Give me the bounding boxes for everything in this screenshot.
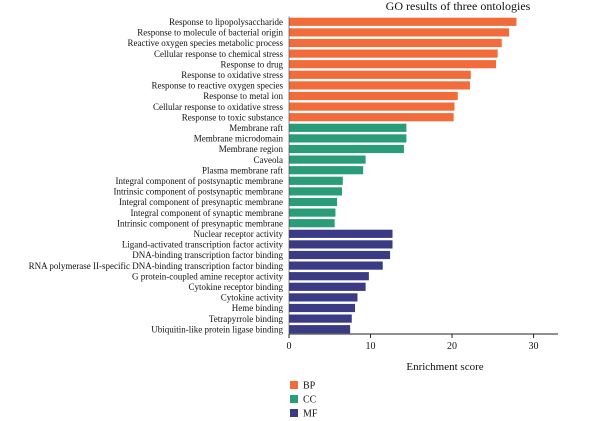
category-label: Integral component of synaptic membrane: [131, 208, 283, 218]
legend-swatch-bp: [290, 381, 298, 389]
bar-bp: [289, 38, 502, 48]
bar-cc: [289, 155, 366, 164]
category-label: Cytokine activity: [221, 293, 284, 303]
bar-bp: [289, 81, 470, 90]
legend-swatch-mf: [290, 409, 298, 417]
bar-bp: [289, 102, 455, 111]
category-label: Intrinsic component of presynaptic membr…: [117, 218, 283, 228]
x-tick-label: 30: [529, 341, 539, 352]
bar-cc: [289, 144, 404, 154]
category-label: Response to metal ion: [203, 91, 283, 101]
category-label: Membrane raft: [229, 123, 283, 133]
bar-bp: [289, 60, 497, 69]
bar-bp: [289, 70, 471, 79]
bar-cc: [289, 197, 338, 207]
category-label: G protein-coupled amine receptor activit…: [132, 271, 283, 281]
category-label: Cytokine receptor binding: [189, 282, 284, 292]
bar-mf: [289, 303, 356, 313]
category-label: Response to toxic substance: [182, 112, 283, 122]
category-label: Tetrapyrrole binding: [209, 314, 284, 324]
bar-mf: [289, 240, 393, 249]
bar-mf: [289, 261, 383, 270]
category-label: Response to drug: [221, 59, 284, 69]
bar-cc: [289, 166, 364, 175]
bar-cc: [289, 219, 335, 228]
bars-layer: [289, 17, 517, 334]
category-label: Intrinsic component of postsynaptic memb…: [114, 187, 283, 197]
category-label: Ligand-activated transcription factor ac…: [122, 240, 284, 250]
category-label: Response to lipopolysaccharide: [169, 17, 283, 27]
bar-mf: [289, 325, 351, 334]
bar-cc: [289, 123, 407, 132]
category-label: Cellular response to chemical stress: [154, 49, 283, 59]
x-axis-label: Enrichment score: [406, 361, 483, 373]
category-label: Response to reactive oxygen species: [152, 81, 284, 91]
category-label: Integral component of postsynaptic membr…: [116, 176, 283, 186]
category-label: Integral component of presynaptic membra…: [119, 197, 283, 207]
category-label: Response to oxidative stress: [181, 70, 283, 80]
bar-bp: [289, 91, 458, 101]
x-tick-label: 20: [447, 341, 457, 352]
bar-cc: [289, 208, 336, 217]
bar-cc: [289, 176, 343, 185]
category-label: Cellular response to oxidative stress: [153, 102, 283, 112]
x-axis: 0 10 20 30: [287, 16, 558, 352]
bar-mf: [289, 314, 352, 323]
bar-mf: [289, 282, 366, 291]
category-label: Ubiquitin-like protein ligase binding: [151, 324, 283, 334]
bar-mf: [289, 229, 393, 238]
category-label: Response to molecule of bacterial origin: [137, 28, 283, 38]
bar-cc: [289, 187, 342, 196]
bar-bp: [289, 17, 517, 26]
legend-label-bp: BP: [303, 381, 316, 392]
legend-swatch-cc: [290, 395, 298, 403]
x-tick-label: 10: [366, 341, 376, 352]
bar-mf: [289, 272, 369, 281]
chart-title: GO results of three ontologies: [386, 0, 531, 13]
bar-cc: [289, 134, 407, 143]
bar-bp: [289, 113, 454, 122]
bar-bp: [289, 28, 510, 37]
category-label: Membrane region: [219, 144, 284, 154]
legend-label-mf: MF: [303, 409, 318, 420]
category-label: Nuclear receptor activity: [194, 229, 284, 239]
legend: BP CC MF: [290, 381, 318, 420]
legend-label-cc: CC: [303, 395, 317, 406]
category-label: Heme binding: [232, 303, 284, 313]
category-label: DNA-binding transcription factor binding: [132, 250, 283, 260]
category-label: Membrane microdomain: [194, 134, 284, 144]
category-label: Reactive oxygen species metabolic proces…: [128, 38, 284, 48]
bar-bp: [289, 49, 498, 58]
bar-mf: [289, 293, 358, 302]
category-label: RNA polymerase II-specific DNA-binding t…: [29, 261, 284, 271]
category-label: Plasma membrane raft: [202, 165, 283, 175]
category-label: Caveola: [254, 155, 284, 165]
bar-mf: [289, 250, 391, 260]
x-tick-label: 0: [287, 341, 292, 352]
